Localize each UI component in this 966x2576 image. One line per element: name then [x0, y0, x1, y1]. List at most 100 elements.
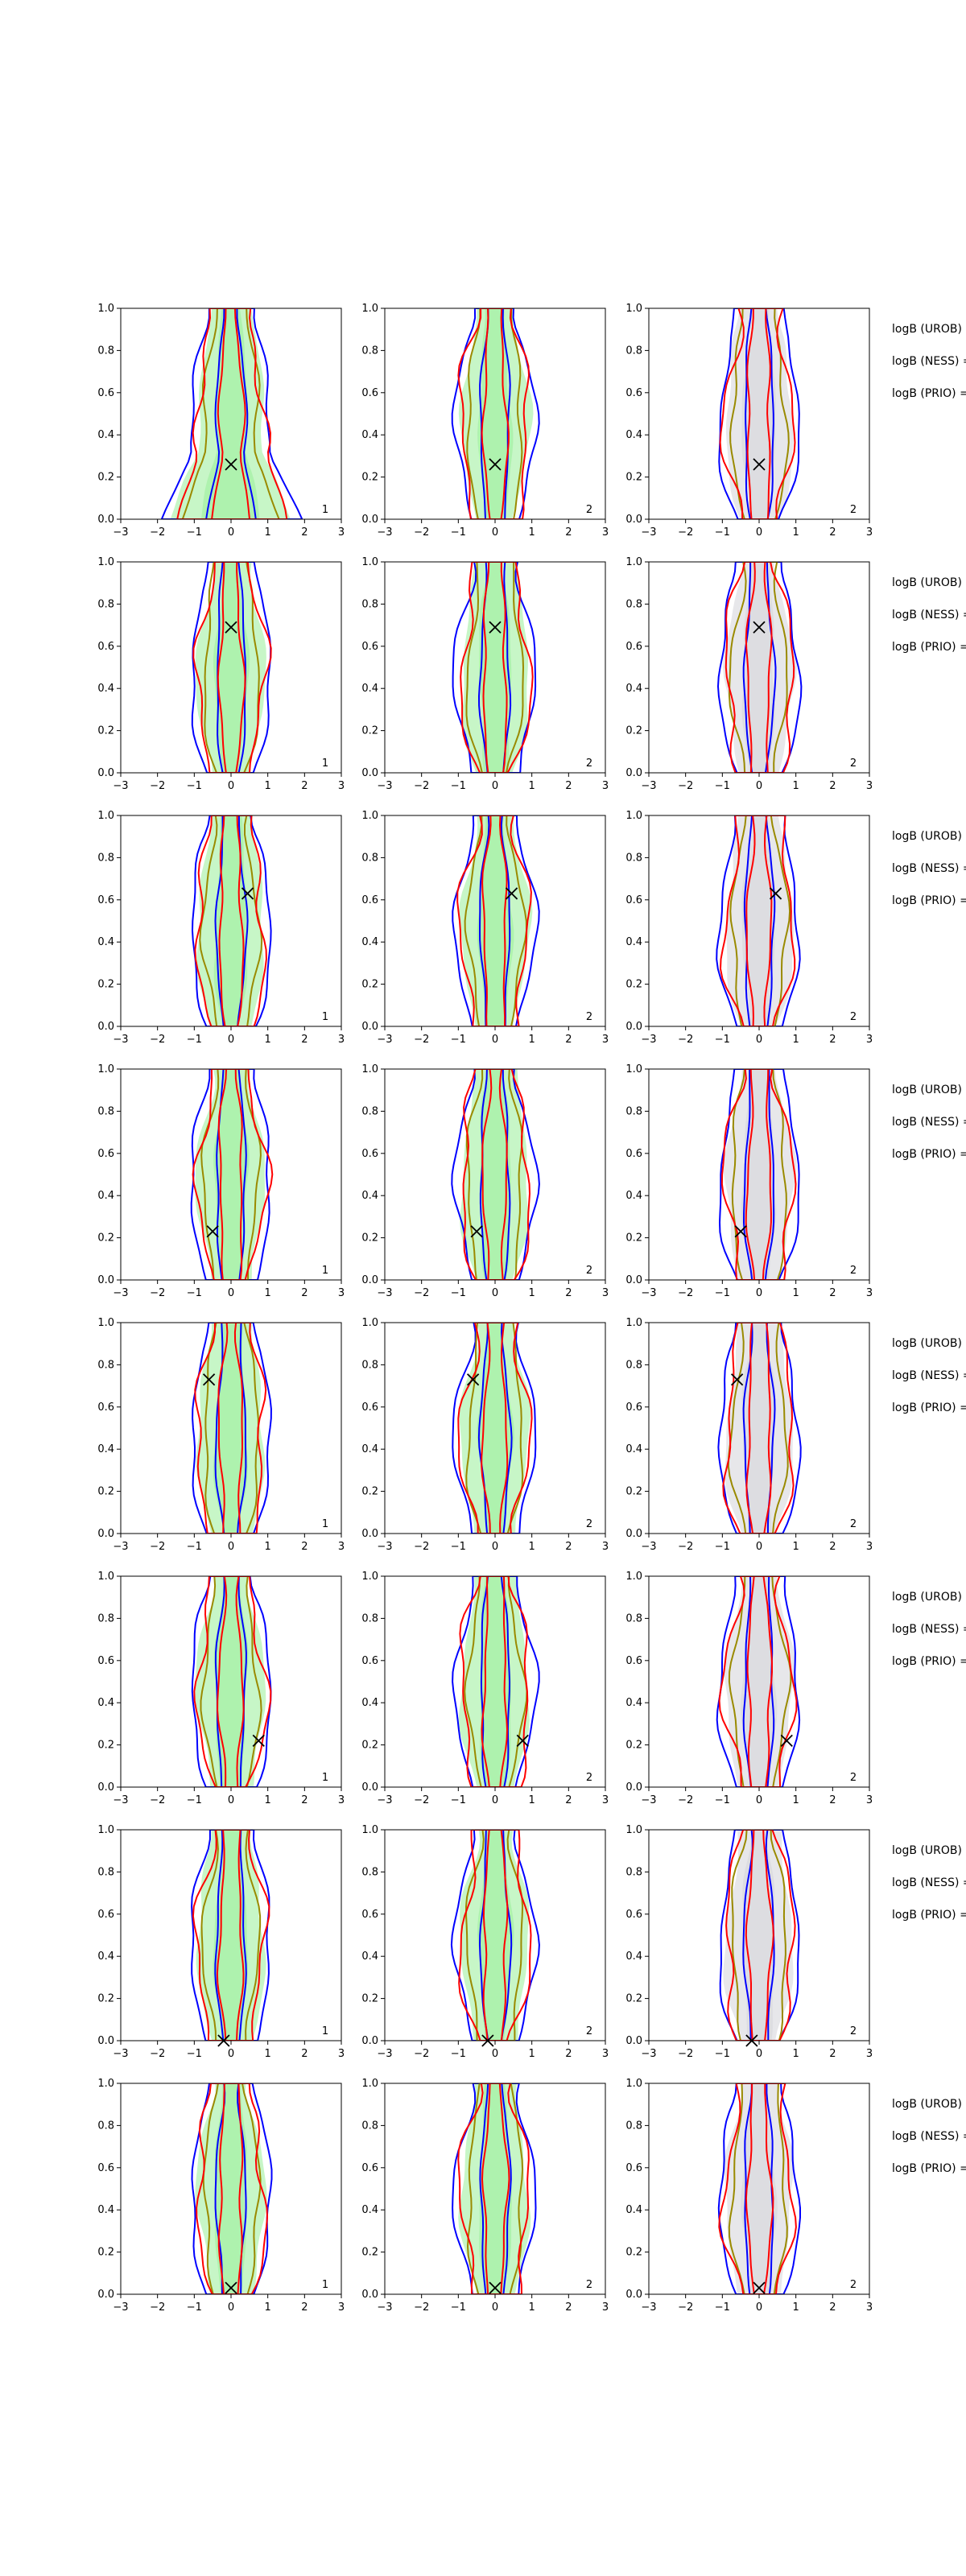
- x-tick-label: −2: [678, 2301, 693, 2314]
- y-tick-label: 0.8: [625, 852, 642, 864]
- plot-area: [191, 1576, 272, 1787]
- y-tick-label: 0.0: [625, 2289, 642, 2301]
- true-value-marker: [780, 1734, 793, 1747]
- x-tick-label: −2: [150, 1794, 165, 1806]
- panel-number: 2: [850, 1265, 857, 1277]
- x-tick-label: −2: [414, 1541, 429, 1553]
- x-tick-label: −2: [150, 1287, 165, 1299]
- logb-label: logB (UROB) =: [892, 830, 966, 843]
- true-value-marker: [753, 458, 766, 471]
- x-tick-label: 1: [265, 1541, 271, 1553]
- x-tick-label: 3: [338, 526, 345, 539]
- density-fill-outer: [195, 1576, 266, 1787]
- blue-contour-inner: [478, 1830, 513, 2041]
- y-tick-label: 0.8: [97, 598, 114, 610]
- x-tick-label: −2: [678, 2048, 693, 2060]
- logb-label: logB (PRIO) =: [892, 387, 966, 400]
- x-tick-label: −1: [451, 1794, 466, 1806]
- logb-label: logB (NESS) =: [892, 2130, 966, 2143]
- y-tick-label: 0.4: [361, 1190, 378, 1202]
- density-fill-inner: [742, 1830, 775, 2041]
- olive-contour: [466, 2083, 524, 2294]
- y-tick-label: 0.2: [625, 979, 642, 991]
- y-tick-label: 0.0: [361, 2035, 378, 2047]
- x-tick-label: −2: [150, 1034, 165, 1046]
- subplot-r8-c3: −3 −2 −1 0 1 2 30.00.20.40.60.81.02: [625, 2078, 873, 2314]
- y-tick-label: 1.0: [625, 556, 642, 568]
- y-tick-label: 0.2: [97, 979, 114, 991]
- x-tick-label: −3: [641, 1794, 656, 1806]
- x-tick-label: −2: [150, 780, 165, 792]
- x-tick-label: −1: [187, 2048, 202, 2060]
- x-tick-label: 3: [866, 1287, 873, 1299]
- x-tick-label: 3: [866, 1034, 873, 1046]
- y-tick-label: 1.0: [97, 303, 114, 315]
- density-fill-outer: [458, 2083, 531, 2294]
- x-tick-label: 1: [793, 1287, 799, 1299]
- y-tick-label: 0.2: [361, 979, 378, 991]
- subplot-r8-c2: −3 −2 −1 0 1 2 30.00.20.40.60.81.02: [361, 2078, 609, 2314]
- true-value-marker: [753, 621, 766, 634]
- x-tick-label: −3: [377, 1794, 392, 1806]
- y-tick-label: 0.8: [97, 1359, 114, 1371]
- y-tick-label: 0.0: [625, 1021, 642, 1033]
- red-contour-outer: [718, 2083, 797, 2294]
- true-value-marker: [206, 1225, 219, 1238]
- x-tick-label: −1: [187, 2301, 202, 2314]
- subplot-r6-c2: −3 −2 −1 0 1 2 30.00.20.40.60.81.02: [361, 1571, 609, 1806]
- density-fill-outer: [459, 815, 533, 1026]
- x-tick-label: 2: [301, 1287, 308, 1299]
- true-value-marker: [225, 458, 237, 471]
- olive-contour: [731, 1830, 786, 2041]
- logb-label: logB (UROB) =: [892, 323, 966, 336]
- red-contour-inner: [745, 562, 773, 773]
- red-contour-outer: [460, 562, 534, 773]
- subplot-r2-c3: −3 −2 −1 0 1 2 30.00.20.40.60.81.02: [625, 556, 873, 792]
- y-tick-label: 0.6: [361, 894, 378, 906]
- red-contour-inner: [746, 308, 771, 519]
- blue-contour-inner: [745, 308, 774, 519]
- x-tick-label: −2: [414, 2048, 429, 2060]
- y-tick-label: 0.0: [625, 1781, 642, 1794]
- x-tick-label: 3: [866, 2048, 873, 2060]
- x-tick-label: 1: [265, 780, 271, 792]
- red-contour-inner: [745, 1069, 772, 1280]
- y-tick-label: 1.0: [625, 2078, 642, 2090]
- blue-contour-inner: [742, 562, 777, 773]
- density-fill-outer: [195, 1069, 266, 1280]
- y-tick-label: 0.8: [625, 598, 642, 610]
- panel-number: 1: [322, 2025, 328, 2037]
- x-tick-label: −1: [451, 526, 466, 539]
- x-tick-label: −1: [451, 780, 466, 792]
- y-tick-label: 0.8: [97, 1866, 114, 1878]
- x-tick-label: 0: [756, 2048, 762, 2060]
- x-tick-label: 0: [228, 780, 234, 792]
- y-tick-label: 0.0: [97, 2289, 114, 2301]
- x-tick-label: 2: [565, 2048, 572, 2060]
- panel-number: 2: [586, 504, 592, 516]
- density-fill-outer: [196, 815, 264, 1026]
- y-tick-label: 0.8: [361, 1105, 378, 1117]
- y-tick-label: 0.6: [97, 1655, 114, 1667]
- density-fill-outer: [196, 1830, 266, 2041]
- y-tick-label: 1.0: [97, 2078, 114, 2090]
- y-tick-label: 0.4: [361, 2204, 378, 2216]
- x-tick-label: −1: [187, 780, 202, 792]
- red-contour-outer: [196, 2083, 269, 2294]
- logb-label: logB (UROB) =: [892, 1337, 966, 1350]
- blue-contour-outer: [452, 562, 537, 773]
- x-tick-label: 3: [866, 780, 873, 792]
- y-tick-label: 0.6: [361, 1148, 378, 1160]
- x-tick-label: 3: [338, 2048, 345, 2060]
- x-tick-label: 2: [565, 1287, 572, 1299]
- red-contour-outer: [719, 308, 796, 519]
- red-contour-outer: [457, 2083, 530, 2294]
- red-contour-inner: [745, 1323, 772, 1534]
- true-value-marker: [470, 1225, 483, 1238]
- y-tick-label: 0.2: [625, 2247, 642, 2259]
- y-tick-label: 1.0: [97, 1317, 114, 1329]
- x-tick-label: −3: [641, 1034, 656, 1046]
- x-tick-label: 1: [529, 1541, 535, 1553]
- olive-contour: [465, 1069, 523, 1280]
- x-tick-label: −2: [414, 780, 429, 792]
